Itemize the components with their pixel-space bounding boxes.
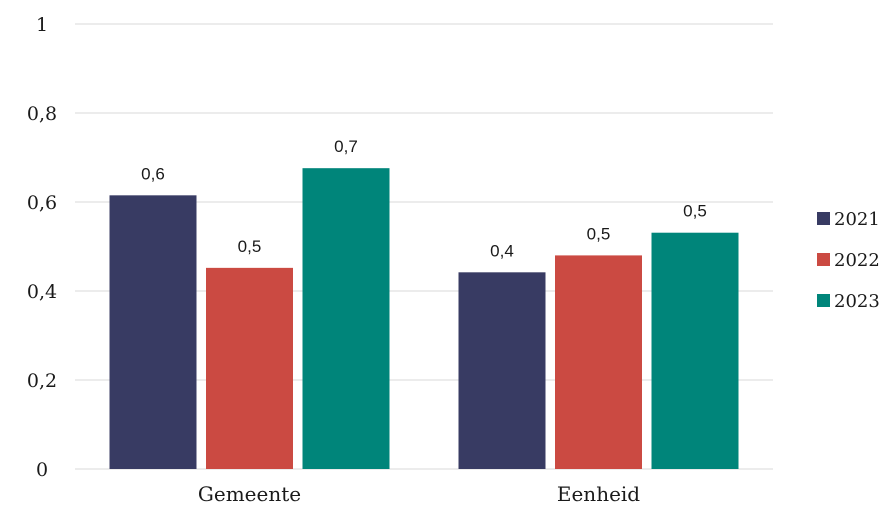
data-label: 0,5: [683, 202, 707, 221]
category-label: Gemeente: [198, 482, 301, 506]
data-label: 0,6: [141, 164, 165, 183]
bar-2023-eenheid: [651, 232, 739, 469]
legend-label: 2021: [834, 209, 880, 230]
legend-swatch: [817, 212, 830, 225]
legend-label: 2022: [834, 250, 880, 271]
data-label: 0,4: [490, 241, 514, 260]
y-tick-label: 0,8: [27, 103, 57, 125]
data-label: 0,5: [238, 237, 262, 256]
y-tick-label: 1: [36, 14, 48, 36]
data-label: 0,5: [587, 224, 611, 243]
y-tick-label: 0,2: [27, 370, 57, 392]
y-axis-ticks: 0 0,2 0,4 0,6 0,8 1: [27, 14, 57, 481]
legend-swatch: [817, 294, 830, 307]
bars: [109, 168, 739, 469]
y-tick-label: 0,4: [27, 281, 57, 303]
y-tick-label: 0,6: [27, 192, 57, 214]
category-label: Eenheid: [557, 482, 640, 506]
bar-2022-gemeente: [206, 267, 293, 469]
x-axis-categories: Gemeente Eenheid: [198, 482, 640, 506]
legend: 2021 2022 2023: [817, 209, 880, 312]
bar-2023-gemeente: [302, 168, 390, 469]
legend-label: 2023: [834, 291, 880, 312]
legend-swatch: [817, 253, 830, 266]
y-tick-label: 0: [36, 459, 48, 481]
data-label: 0,7: [334, 137, 358, 156]
bar-2021-eenheid: [458, 272, 546, 469]
bar-2021-gemeente: [109, 195, 197, 469]
data-labels: 0,6 0,5 0,7 0,4 0,5 0,5: [141, 137, 707, 260]
bar-2022-eenheid: [555, 255, 642, 469]
